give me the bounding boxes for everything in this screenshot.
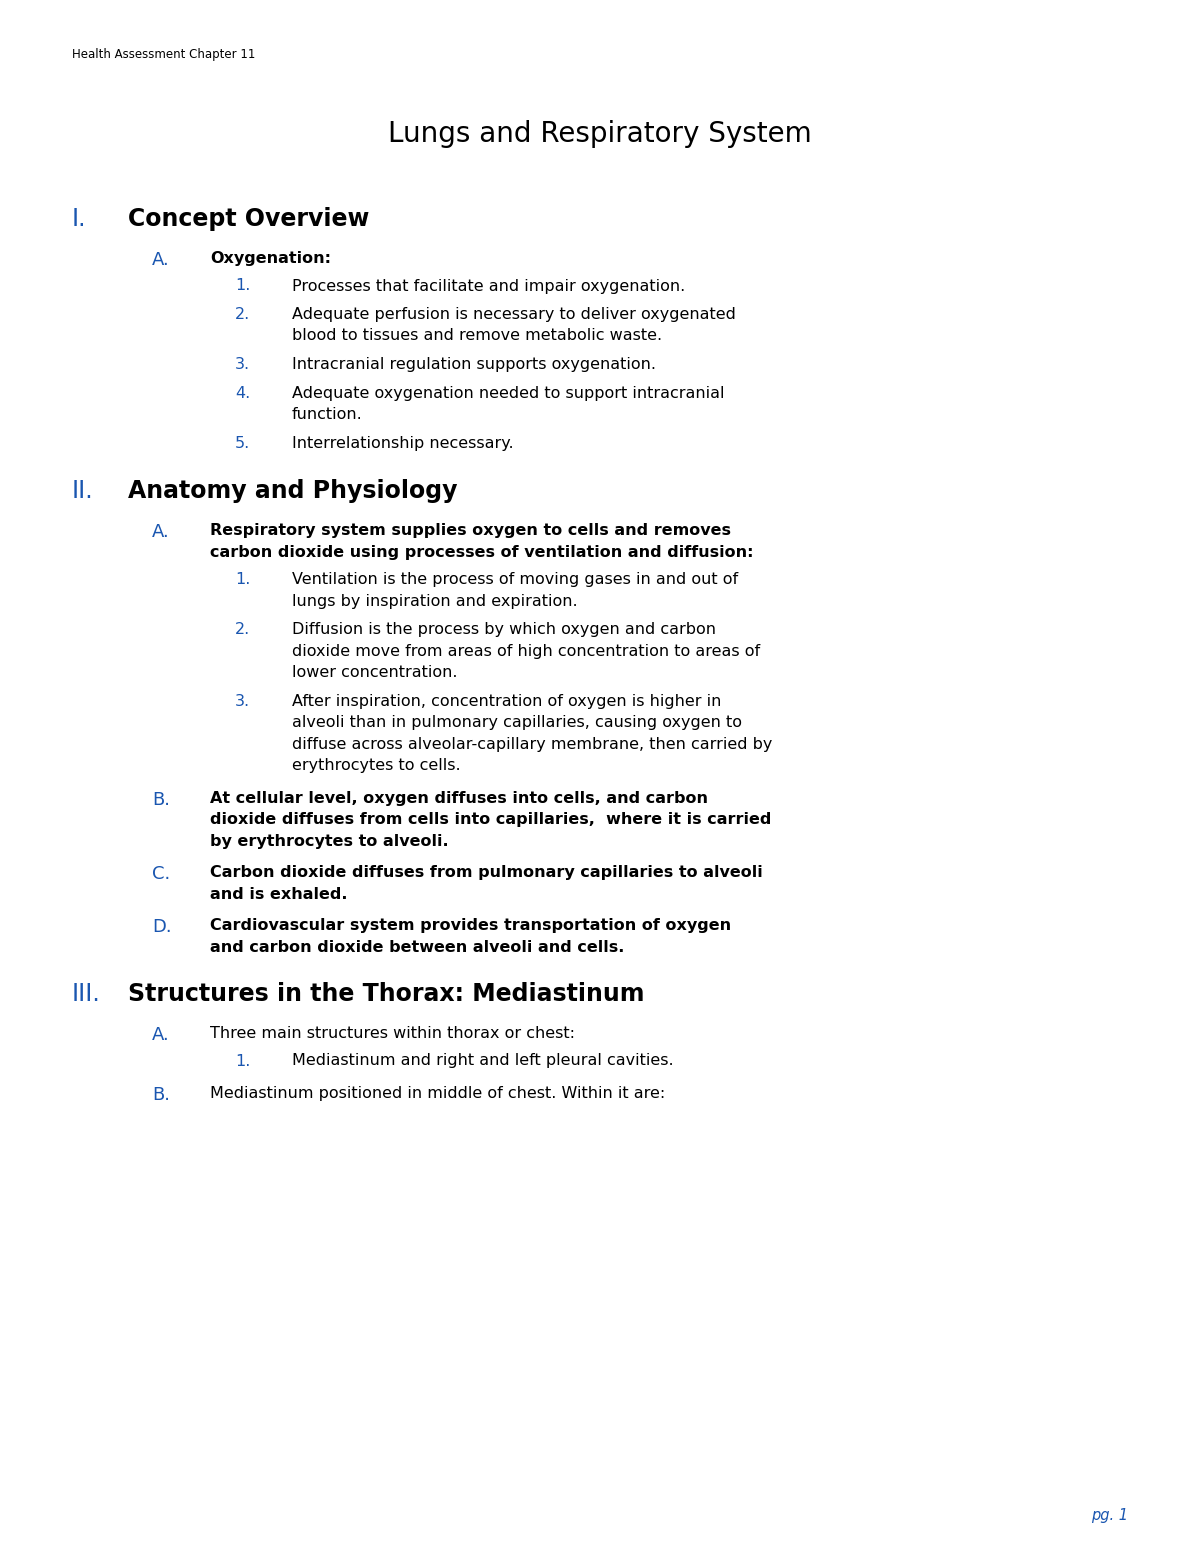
Text: Cardiovascular system provides transportation of oxygen: Cardiovascular system provides transport… (210, 918, 731, 933)
Text: 2.: 2. (235, 307, 251, 321)
Text: Diffusion is the process by which oxygen and carbon: Diffusion is the process by which oxygen… (292, 623, 716, 637)
Text: A.: A. (152, 1027, 169, 1044)
Text: Adequate oxygenation needed to support intracranial: Adequate oxygenation needed to support i… (292, 385, 725, 401)
Text: 1.: 1. (235, 278, 251, 294)
Text: blood to tissues and remove metabolic waste.: blood to tissues and remove metabolic wa… (292, 329, 662, 343)
Text: Interrelationship necessary.: Interrelationship necessary. (292, 435, 514, 450)
Text: B.: B. (152, 1086, 170, 1104)
Text: dioxide diffuses from cells into capillaries,  where it is carried: dioxide diffuses from cells into capilla… (210, 812, 772, 828)
Text: diffuse across alveolar-capillary membrane, then carried by: diffuse across alveolar-capillary membra… (292, 736, 773, 752)
Text: Processes that facilitate and impair oxygenation.: Processes that facilitate and impair oxy… (292, 278, 685, 294)
Text: Intracranial regulation supports oxygenation.: Intracranial regulation supports oxygena… (292, 357, 656, 373)
Text: A.: A. (152, 523, 169, 540)
Text: III.: III. (72, 981, 101, 1006)
Text: Carbon dioxide diffuses from pulmonary capillaries to alveoli: Carbon dioxide diffuses from pulmonary c… (210, 865, 763, 881)
Text: Health Assessment Chapter 11: Health Assessment Chapter 11 (72, 48, 256, 61)
Text: Anatomy and Physiology: Anatomy and Physiology (128, 478, 457, 503)
Text: lower concentration.: lower concentration. (292, 665, 457, 680)
Text: 3.: 3. (235, 694, 250, 708)
Text: 2.: 2. (235, 623, 251, 637)
Text: After inspiration, concentration of oxygen is higher in: After inspiration, concentration of oxyg… (292, 694, 721, 708)
Text: and carbon dioxide between alveoli and cells.: and carbon dioxide between alveoli and c… (210, 940, 624, 955)
Text: carbon dioxide using processes of ventilation and diffusion:: carbon dioxide using processes of ventil… (210, 545, 754, 559)
Text: Ventilation is the process of moving gases in and out of: Ventilation is the process of moving gas… (292, 572, 738, 587)
Text: 4.: 4. (235, 385, 251, 401)
Text: 1.: 1. (235, 1053, 251, 1068)
Text: by erythrocytes to alveoli.: by erythrocytes to alveoli. (210, 834, 449, 848)
Text: Oxygenation:: Oxygenation: (210, 252, 331, 266)
Text: erythrocytes to cells.: erythrocytes to cells. (292, 758, 461, 773)
Text: Lungs and Respiratory System: Lungs and Respiratory System (388, 120, 812, 148)
Text: lungs by inspiration and expiration.: lungs by inspiration and expiration. (292, 593, 577, 609)
Text: alveoli than in pulmonary capillaries, causing oxygen to: alveoli than in pulmonary capillaries, c… (292, 714, 742, 730)
Text: Respiratory system supplies oxygen to cells and removes: Respiratory system supplies oxygen to ce… (210, 523, 731, 537)
Text: function.: function. (292, 407, 362, 422)
Text: B.: B. (152, 790, 170, 809)
Text: Concept Overview: Concept Overview (128, 207, 370, 231)
Text: pg. 1: pg. 1 (1091, 1508, 1128, 1523)
Text: 3.: 3. (235, 357, 250, 373)
Text: D.: D. (152, 918, 172, 936)
Text: A.: A. (152, 252, 169, 269)
Text: and is exhaled.: and is exhaled. (210, 887, 348, 901)
Text: II.: II. (72, 478, 94, 503)
Text: dioxide move from areas of high concentration to areas of: dioxide move from areas of high concentr… (292, 643, 760, 658)
Text: Adequate perfusion is necessary to deliver oxygenated: Adequate perfusion is necessary to deliv… (292, 307, 736, 321)
Text: At cellular level, oxygen diffuses into cells, and carbon: At cellular level, oxygen diffuses into … (210, 790, 708, 806)
Text: I.: I. (72, 207, 86, 231)
Text: Mediastinum positioned in middle of chest. Within it are:: Mediastinum positioned in middle of ches… (210, 1086, 665, 1101)
Text: Three main structures within thorax or chest:: Three main structures within thorax or c… (210, 1027, 575, 1041)
Text: 5.: 5. (235, 435, 251, 450)
Text: 1.: 1. (235, 572, 251, 587)
Text: C.: C. (152, 865, 170, 884)
Text: Mediastinum and right and left pleural cavities.: Mediastinum and right and left pleural c… (292, 1053, 673, 1068)
Text: Structures in the Thorax: Mediastinum: Structures in the Thorax: Mediastinum (128, 981, 644, 1006)
